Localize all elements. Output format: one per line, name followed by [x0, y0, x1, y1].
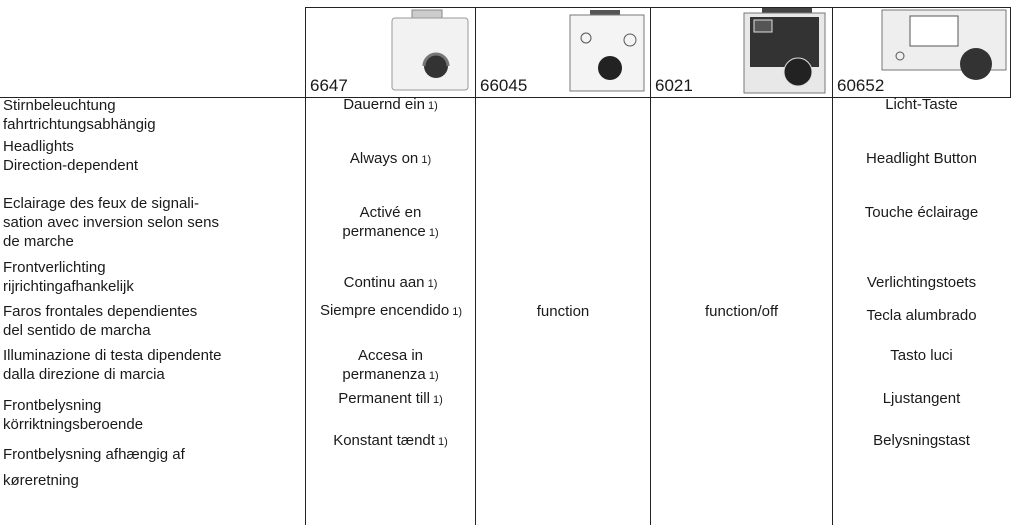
col-line: [475, 7, 476, 525]
row-label: Frontbelysning afhængig af køreretning: [3, 446, 185, 489]
row-label: Frontverlichting rijrichtingafhankelijk: [3, 259, 134, 295]
footnote-ref: 1): [425, 370, 439, 382]
footnote-ref: 1): [449, 306, 463, 318]
cell-value: Continu aan 1): [306, 273, 475, 294]
row-label: Stirnbeleuchtung fahrtrichtungsabhängig: [3, 97, 156, 133]
cell-text: Activé en permanence: [342, 204, 426, 240]
cell-value: Belysningstast: [873, 432, 970, 449]
cell-text: Permanent till: [338, 390, 430, 407]
col-line: [650, 7, 651, 525]
cell-text: Always on: [349, 150, 419, 167]
row-label: Headlights Direction-dependent: [3, 138, 139, 174]
cell-value: Permanent till 1): [306, 389, 475, 410]
row-label: Frontbelysning körriktningsberoende: [3, 397, 144, 433]
col-line: [1010, 7, 1011, 98]
cell-value: Touche éclairage: [864, 204, 979, 221]
model-number: 6647: [310, 76, 348, 95]
top-border: [305, 7, 1010, 8]
cell-value: Tecla alumbrado: [866, 307, 977, 324]
footnote-ref: 1): [434, 436, 448, 448]
footnote-ref: 1): [424, 278, 438, 290]
footnote-ref: 1): [424, 100, 438, 112]
cell-value: Siempre encendido 1): [305, 301, 477, 322]
control-icon: [569, 10, 645, 92]
footnote-ref: 1): [425, 227, 439, 239]
cell-value: Activé en permanence 1): [306, 203, 475, 243]
cell-value: Konstant tændt 1): [306, 431, 475, 452]
mobile-station-icon: [881, 9, 1007, 80]
cell-value: Tasto luci: [890, 347, 953, 364]
cell-text: Siempre encendido: [319, 302, 450, 319]
cell-value: Headlight Button: [866, 150, 977, 167]
col-line: [832, 7, 833, 525]
cell-text: Accesa in permanenza: [342, 347, 426, 383]
header-rule: [0, 97, 1010, 98]
cell-text: Continu aan: [343, 274, 425, 291]
col-line: [305, 7, 306, 525]
cell-value: Licht-Taste: [885, 96, 958, 113]
row-label: Illuminazione di testa dipendente dalla …: [3, 347, 222, 383]
row-label: Eclairage des feux de signali- sation av…: [3, 195, 219, 250]
central-unit-icon: [743, 8, 826, 94]
footnote-ref: 1): [429, 394, 443, 406]
cell-value: Accesa in permanenza 1): [306, 346, 475, 386]
cell-value: Dauernd ein 1): [306, 95, 475, 116]
spanned-value: function: [536, 303, 590, 320]
row-label: Faros frontales dependientes del sentido…: [3, 303, 198, 339]
cell-value: Ljustangent: [882, 390, 961, 407]
cell-value: Always on 1): [306, 149, 475, 170]
model-number: 6021: [655, 76, 693, 95]
model-number: 66045: [480, 76, 528, 95]
cell-text: Konstant tændt: [333, 432, 435, 449]
cell-text: Dauernd ein: [343, 96, 425, 113]
cell-value: Verlichtingstoets: [866, 274, 977, 291]
footnote-ref: 1): [418, 154, 432, 166]
transformer-icon: [391, 9, 469, 91]
spanned-value: function/off: [704, 303, 779, 320]
model-number: 60652: [837, 76, 885, 95]
